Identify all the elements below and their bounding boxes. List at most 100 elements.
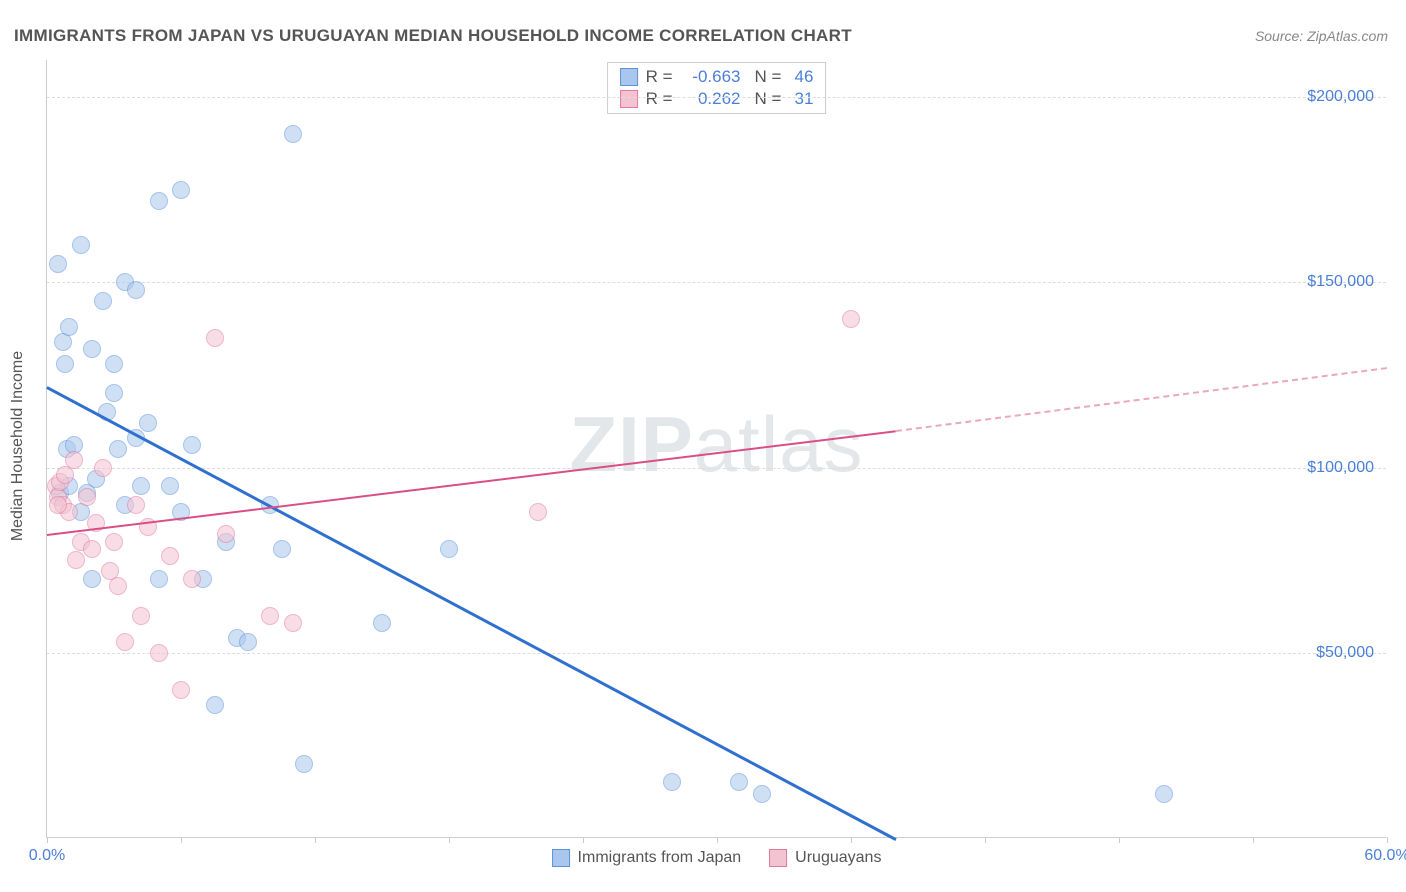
scatter-point — [206, 696, 224, 714]
scatter-point — [132, 477, 150, 495]
n-value-1: 46 — [789, 67, 813, 87]
x-tick — [1119, 837, 1120, 843]
scatter-point — [150, 192, 168, 210]
stats-legend: R = -0.663 N = 46 R = 0.262 N = 31 — [607, 62, 827, 114]
scatter-point — [663, 773, 681, 791]
scatter-point — [239, 633, 257, 651]
watermark: ZIPatlas — [569, 398, 863, 489]
n-value-2: 31 — [789, 89, 813, 109]
x-tick — [985, 837, 986, 843]
source-value: ZipAtlas.com — [1307, 28, 1388, 44]
legend-swatch-1 — [552, 849, 570, 867]
scatter-point — [273, 540, 291, 558]
r-label: R = — [646, 67, 673, 87]
stats-row-1: R = -0.663 N = 46 — [620, 67, 814, 87]
chart-container: IMMIGRANTS FROM JAPAN VS URUGUAYAN MEDIA… — [0, 0, 1406, 892]
scatter-point — [83, 540, 101, 558]
y-tick-label: $50,000 — [1316, 644, 1374, 662]
scatter-point — [730, 773, 748, 791]
scatter-point — [139, 414, 157, 432]
scatter-point — [127, 281, 145, 299]
x-tick — [181, 837, 182, 843]
scatter-point — [109, 440, 127, 458]
watermark-bold: ZIP — [569, 399, 693, 487]
scatter-point — [284, 614, 302, 632]
legend-item-1: Immigrants from Japan — [552, 849, 742, 867]
x-tick-label: 0.0% — [29, 847, 65, 865]
scatter-point — [127, 496, 145, 514]
bottom-legend: Immigrants from Japan Uruguayans — [552, 849, 882, 867]
scatter-point — [161, 547, 179, 565]
x-tick — [1253, 837, 1254, 843]
r-value-2: 0.262 — [681, 89, 741, 109]
scatter-point — [105, 533, 123, 551]
source-label: Source: — [1255, 28, 1303, 44]
scatter-point — [1155, 785, 1173, 803]
x-tick — [449, 837, 450, 843]
scatter-point — [284, 125, 302, 143]
x-tick — [851, 837, 852, 843]
scatter-point — [172, 681, 190, 699]
x-tick — [315, 837, 316, 843]
n-label: N = — [755, 67, 782, 87]
gridline — [47, 468, 1386, 469]
scatter-point — [150, 570, 168, 588]
legend-label-2: Uruguayans — [795, 849, 881, 867]
source-credit: Source: ZipAtlas.com — [1255, 28, 1388, 44]
scatter-point — [183, 570, 201, 588]
scatter-point — [172, 181, 190, 199]
r-value-1: -0.663 — [681, 67, 741, 87]
scatter-point — [67, 551, 85, 569]
scatter-point — [116, 633, 134, 651]
x-tick-label: 60.0% — [1364, 847, 1406, 865]
swatch-series-2 — [620, 90, 638, 108]
scatter-point — [49, 255, 67, 273]
y-tick-label: $200,000 — [1307, 88, 1374, 106]
x-tick — [47, 837, 48, 843]
gridline — [47, 97, 1386, 98]
r-label: R = — [646, 89, 673, 109]
scatter-point — [105, 355, 123, 373]
scatter-point — [373, 614, 391, 632]
scatter-point — [261, 607, 279, 625]
scatter-point — [109, 577, 127, 595]
scatter-point — [183, 436, 201, 454]
scatter-point — [49, 496, 67, 514]
scatter-point — [440, 540, 458, 558]
scatter-point — [150, 644, 168, 662]
plot-area: ZIPatlas R = -0.663 N = 46 R = 0.262 N =… — [46, 60, 1386, 838]
scatter-point — [842, 310, 860, 328]
scatter-point — [60, 318, 78, 336]
trend-line — [896, 367, 1388, 432]
scatter-point — [65, 451, 83, 469]
swatch-series-1 — [620, 68, 638, 86]
gridline — [47, 653, 1386, 654]
trend-line — [46, 386, 896, 840]
scatter-point — [94, 459, 112, 477]
stats-row-2: R = 0.262 N = 31 — [620, 89, 814, 109]
scatter-point — [72, 236, 90, 254]
scatter-point — [753, 785, 771, 803]
scatter-point — [78, 488, 96, 506]
y-tick-label: $100,000 — [1307, 459, 1374, 477]
y-axis-label: Median Household Income — [9, 351, 27, 541]
x-tick — [717, 837, 718, 843]
n-label: N = — [755, 89, 782, 109]
scatter-point — [132, 607, 150, 625]
chart-title: IMMIGRANTS FROM JAPAN VS URUGUAYAN MEDIA… — [14, 26, 852, 46]
scatter-point — [295, 755, 313, 773]
x-tick — [1387, 837, 1388, 843]
scatter-point — [56, 355, 74, 373]
scatter-point — [83, 570, 101, 588]
gridline — [47, 282, 1386, 283]
scatter-point — [105, 384, 123, 402]
scatter-point — [217, 525, 235, 543]
scatter-point — [206, 329, 224, 347]
x-tick — [583, 837, 584, 843]
y-tick-label: $150,000 — [1307, 273, 1374, 291]
scatter-point — [161, 477, 179, 495]
scatter-point — [529, 503, 547, 521]
legend-label-1: Immigrants from Japan — [578, 849, 742, 867]
legend-item-2: Uruguayans — [769, 849, 881, 867]
scatter-point — [94, 292, 112, 310]
